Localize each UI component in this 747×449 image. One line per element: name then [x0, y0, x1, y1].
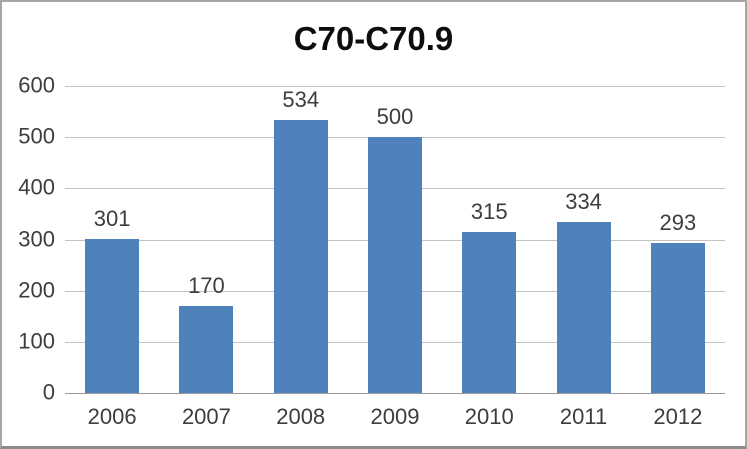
x-tick-label: 2006	[87, 404, 137, 429]
y-tick-label: 100	[18, 328, 55, 354]
chart-title: C70-C70.9	[293, 20, 454, 57]
y-tick-label: 300	[18, 226, 55, 252]
plot-area: 0 100 200 300 400 500 600 301 2006 170 2007 534 2008…	[18, 74, 725, 428]
bar-value-label: 293	[659, 210, 697, 236]
y-tick-label: 400	[18, 174, 55, 200]
bar-value-label: 170	[188, 273, 225, 299]
gridline	[65, 86, 725, 87]
x-axis-line	[65, 393, 725, 394]
bar-2008	[273, 119, 328, 393]
x-tick-label: 2012	[653, 404, 703, 429]
bar-2006	[85, 239, 140, 393]
bar-2010	[462, 231, 517, 393]
x-tick-label: 2007	[181, 404, 231, 429]
x-tick-label: 2008	[276, 404, 326, 429]
bar-2009	[368, 137, 422, 393]
bar-value-label: 301	[93, 205, 131, 231]
x-tick-label: 2011	[559, 404, 608, 429]
bar-2011	[556, 222, 611, 393]
bar-value-label: 334	[565, 189, 602, 215]
y-tick-label: 600	[18, 72, 55, 98]
y-tick-label: 500	[18, 123, 55, 149]
bar-value-label: 315	[470, 198, 508, 224]
bar-value-label: 534	[282, 86, 320, 112]
y-tick-label: 200	[18, 277, 55, 303]
y-tick-label: 0	[42, 379, 55, 405]
x-tick-label: 2010	[464, 404, 514, 429]
bar-2007	[179, 306, 234, 393]
bar-value-label: 500	[376, 104, 414, 130]
bar-2012	[650, 243, 705, 393]
x-tick-label: 2009	[370, 404, 420, 429]
